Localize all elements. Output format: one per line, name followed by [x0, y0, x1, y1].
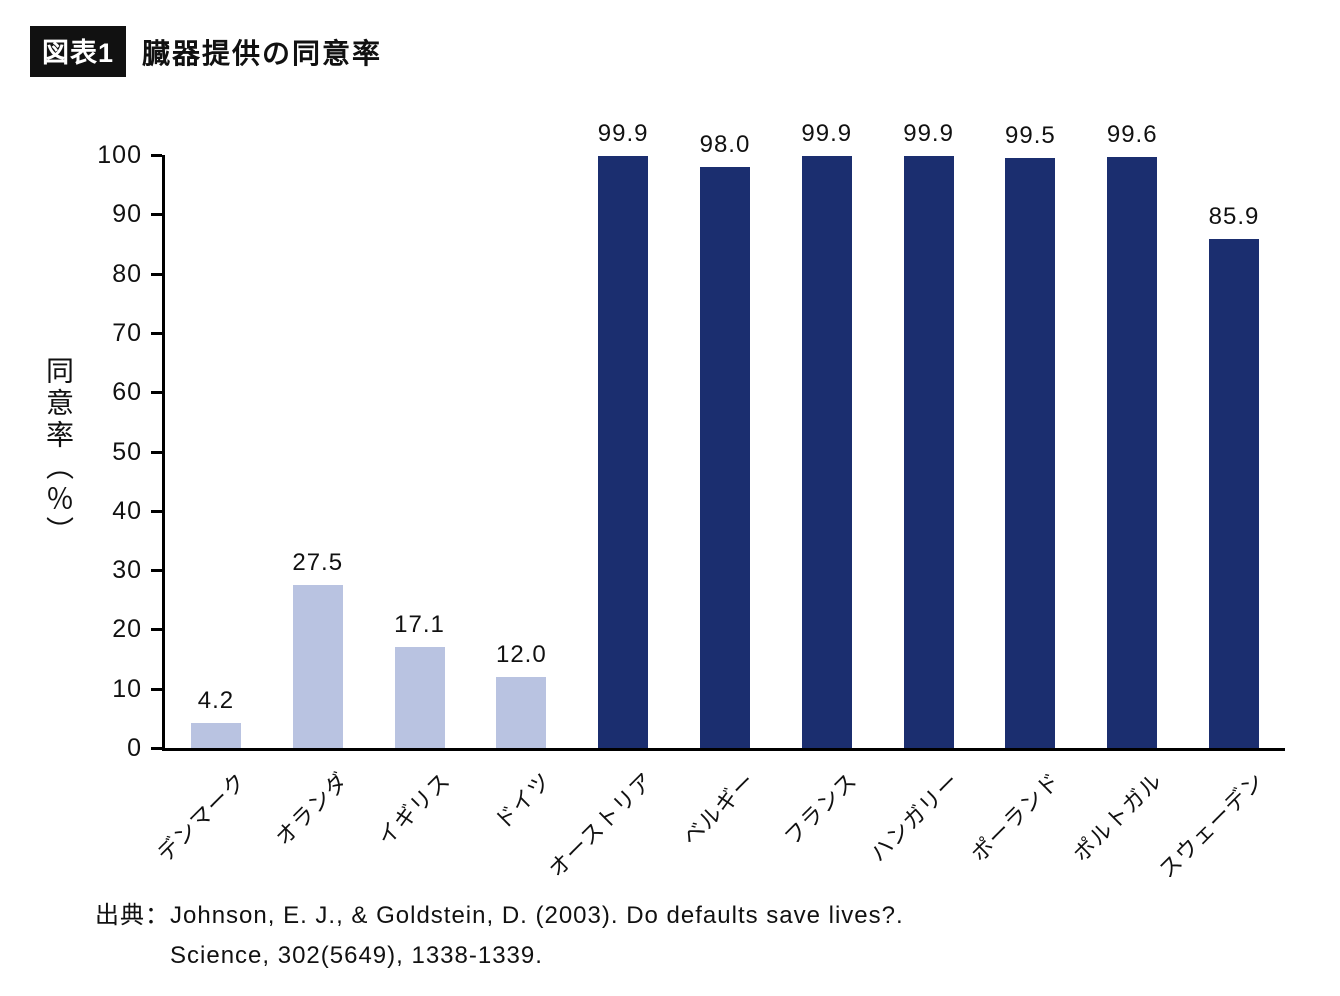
bar	[699, 166, 750, 748]
bar	[1107, 157, 1158, 748]
x-tick-label: ポルトガル	[1068, 767, 1168, 867]
bar-group: 12.0 ドイツ	[470, 155, 572, 834]
bar	[1209, 238, 1260, 748]
source-line-2: Science, 302(5649), 1338-1339.	[170, 942, 543, 969]
value-label: 99.9	[801, 119, 853, 147]
bar	[496, 676, 547, 748]
y-tick-label: 0	[127, 734, 142, 762]
bar-group: 85.9 スウェーデン	[1154, 155, 1285, 883]
source-lines: Johnson, E. J., & Goldstein, D. (2003). …	[170, 896, 904, 976]
y-axis-tick-labels: 0 10 20 30 40 50 60 70 80 90 100	[84, 141, 162, 762]
value-label: 4.2	[197, 687, 235, 715]
y-tick-label: 40	[112, 496, 142, 525]
y-tick-mark	[151, 213, 162, 217]
y-tick-mark	[151, 450, 162, 454]
y-tick-mark	[151, 569, 162, 573]
y-tick-mark	[151, 747, 162, 750]
bar-group: 17.1 イギリス	[369, 155, 471, 851]
bar	[801, 155, 852, 748]
bar-group: 99.9 オーストリア	[544, 120, 674, 882]
y-tick-label: 90	[112, 200, 142, 229]
source-prefix: 出典：	[95, 902, 170, 929]
y-tick-mark	[151, 509, 162, 513]
bar-group: 99.5 ポーランド	[967, 122, 1082, 867]
y-tick-label: 20	[112, 615, 142, 644]
plot-area: 4.2 デンマーク 27.5 オランダ 17.1 イギリス 12.0 ドイツ 99.9 オーストリ…	[151, 120, 1285, 883]
value-label: 12.0	[495, 640, 547, 668]
y-axis-title: 同意率（％）	[43, 355, 74, 548]
x-tick-label: デンマーク	[152, 767, 252, 867]
x-tick-label: ベルギー	[677, 767, 761, 851]
bar	[394, 646, 445, 748]
y-tick-label: 60	[112, 378, 142, 407]
value-label: 17.1	[394, 610, 445, 638]
x-tick-label: ハンガリー	[864, 767, 964, 867]
y-tick-label: 10	[112, 674, 142, 703]
y-tick-mark	[151, 154, 162, 157]
y-tick-label: 70	[112, 318, 142, 347]
y-tick-mark	[151, 391, 162, 395]
bar-group: 99.6 ポルトガル	[1068, 121, 1183, 866]
source-line-1: Johnson, E. J., & Goldstein, D. (2003). …	[170, 902, 904, 929]
figure-number-badge: 図表1	[30, 26, 127, 77]
y-tick-mark	[151, 331, 162, 335]
bar-chart: 同意率（％） 0 10 20 30 40 50 60 70 80 90 100 4.2 デンマーク 27…	[38, 120, 1285, 883]
value-label: 99.6	[1106, 121, 1158, 149]
x-tick-label: イギリス	[372, 767, 455, 851]
x-tick-label: ドイツ	[490, 767, 557, 835]
value-label: 98.0	[699, 130, 751, 158]
y-tick-label: 50	[112, 437, 142, 466]
value-label: 27.5	[292, 548, 344, 576]
bar-group: 4.2 デンマーク	[152, 155, 267, 866]
bar-group: 27.5 オランダ	[267, 155, 369, 850]
x-tick-label: スウェーデン	[1153, 767, 1270, 883]
bar-group: 99.9 フランス	[776, 120, 878, 850]
y-tick-mark	[151, 687, 162, 691]
bar	[292, 584, 343, 748]
x-tick-label: ポーランド	[966, 767, 1066, 867]
y-tick-label: 100	[97, 141, 142, 169]
x-tick-label: オーストリア	[543, 767, 659, 883]
value-label: 99.5	[1005, 121, 1056, 149]
bar	[190, 723, 241, 748]
chart-header: 図表1 臓器提供の同意率	[0, 0, 1340, 77]
bar	[903, 155, 954, 748]
y-tick-label: 30	[112, 556, 142, 585]
x-tick-label: オランダ	[270, 767, 353, 851]
bar	[598, 155, 649, 748]
value-label: 99.9	[903, 119, 954, 147]
y-tick-label: 80	[112, 259, 142, 288]
bar-group: 99.9 ハンガリー	[865, 120, 980, 867]
bar-group: 98.0 ベルギー	[674, 131, 776, 850]
x-tick-label: フランス	[779, 767, 862, 850]
value-label: 85.9	[1208, 202, 1260, 230]
bar	[1005, 157, 1056, 748]
y-tick-mark	[151, 272, 162, 276]
value-label: 99.9	[597, 119, 649, 147]
source-citation: 出典： Johnson, E. J., & Goldstein, D. (200…	[95, 896, 1340, 976]
chart-title: 臓器提供の同意率	[142, 37, 383, 69]
y-tick-mark	[151, 628, 162, 632]
